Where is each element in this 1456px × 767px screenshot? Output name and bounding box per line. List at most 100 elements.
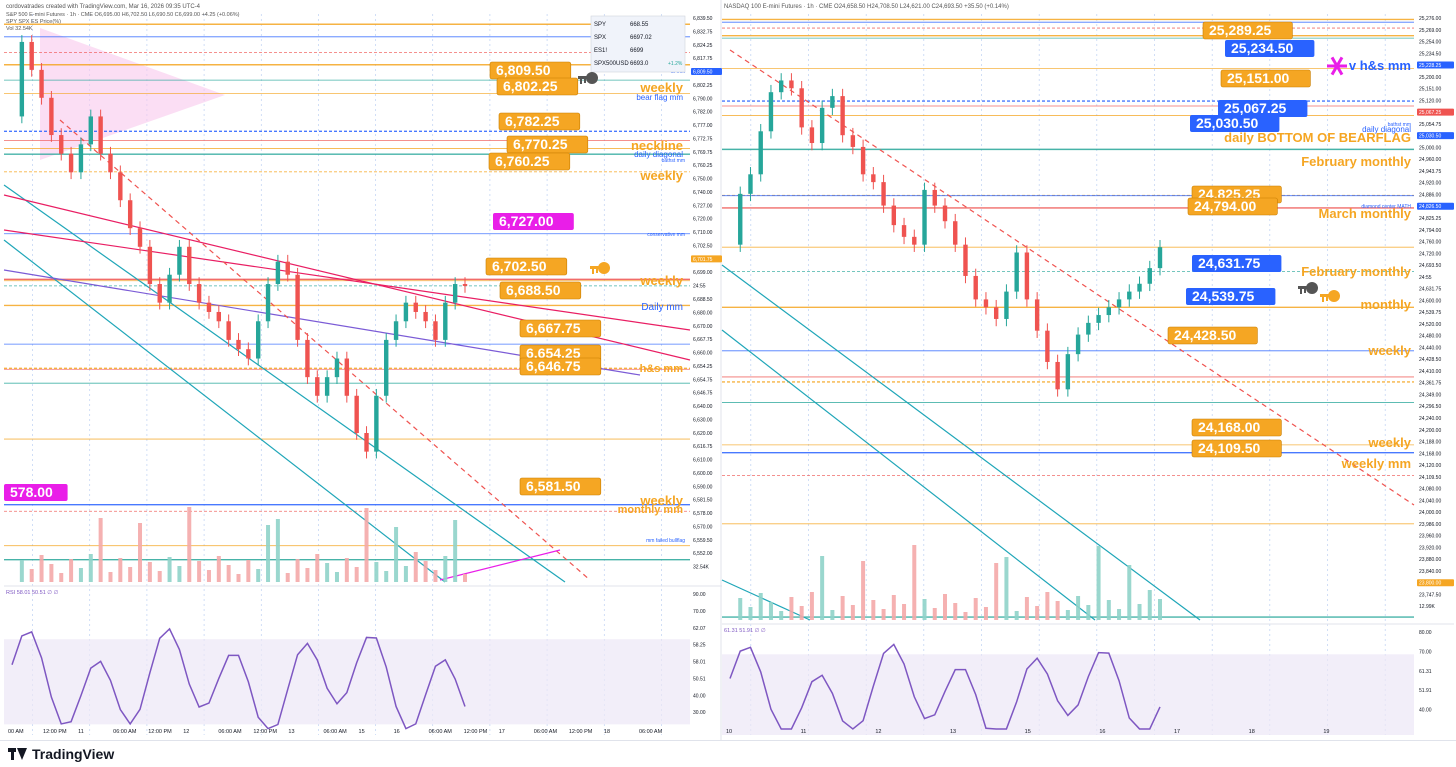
- key-tooth: [1304, 289, 1306, 293]
- price-callout: [485, 257, 568, 276]
- time-axis-label: 06:00 AM: [639, 729, 663, 735]
- volume-bar: [384, 571, 389, 582]
- key-icon: [578, 72, 598, 84]
- axis-tick-label: 6,670.00: [693, 324, 713, 330]
- axis-tick-label: 24,600.00: [1419, 298, 1441, 304]
- axis-tick-label: 6,600.00: [693, 471, 713, 477]
- axis-tick-label: 6,688.50: [693, 297, 713, 303]
- axis-tick-label: 6,782.00: [693, 110, 713, 116]
- volume-bar: [69, 559, 74, 582]
- candle-body: [275, 261, 281, 285]
- watchlist-value: 668.55: [630, 22, 649, 28]
- volume-bar: [1106, 600, 1111, 620]
- axis-tick-label: 6,769.75: [693, 150, 713, 156]
- price-callout: [499, 281, 582, 300]
- axis-tick-label: 24,693.50: [1419, 263, 1441, 269]
- price-callout-text: 24,631.75: [1198, 255, 1260, 271]
- line-label: monthly: [1360, 297, 1411, 312]
- axis-tick-label: 24,480.00: [1419, 334, 1441, 340]
- header-line: S&P 500 E-mini Futures · 1h · CME O6,695…: [6, 12, 240, 18]
- price-callout-text: 6,667.75: [526, 320, 581, 336]
- axis-tick-label: 32.54K: [693, 565, 710, 571]
- axis-tick-label: 25,054.75: [1419, 122, 1441, 128]
- rsi-axis-label: 40.00: [1419, 708, 1432, 714]
- key-icon: [1320, 290, 1340, 302]
- time-axis-label: 10: [726, 729, 732, 735]
- volume-bar: [216, 556, 221, 582]
- volume-bar: [433, 570, 438, 582]
- volume-bar: [325, 563, 330, 582]
- line-label: weekly mm: [1341, 456, 1411, 471]
- axis-tick-label: 25,200.00: [1419, 75, 1441, 81]
- time-axis-label: 12: [183, 729, 189, 735]
- volume-bar: [167, 557, 172, 582]
- tradingview-logo[interactable]: TradingView: [8, 746, 114, 762]
- candle-body: [59, 135, 64, 154]
- rsi-axis-label: 61.31: [1419, 669, 1432, 675]
- brand-label: TradingView: [32, 746, 115, 762]
- volume-bar: [88, 554, 93, 582]
- candle-body: [324, 377, 330, 396]
- candle-body: [177, 246, 182, 275]
- candle-body: [1106, 307, 1112, 316]
- candle-body: [147, 246, 153, 285]
- candle-body: [932, 189, 937, 206]
- candle-body: [354, 395, 359, 434]
- candle-body: [1147, 268, 1152, 284]
- rsi-line: [729, 643, 1161, 730]
- price-callout: [519, 477, 602, 496]
- rsi-axis-label: 51.91: [1419, 688, 1432, 694]
- price-callout: [1186, 288, 1276, 305]
- axis-tick-label: 6,610.00: [693, 458, 713, 464]
- volume-bar: [1055, 601, 1060, 620]
- price-callout: [1225, 40, 1315, 57]
- candle-body: [196, 284, 202, 303]
- price-callout: [496, 77, 579, 96]
- line-label: weekly: [1367, 435, 1411, 450]
- watchlist-symbol: SPX500USD: [594, 61, 629, 67]
- rsi-line: [11, 627, 466, 730]
- price-axis: 25,276.00 25,269.00 25,254.00 25,234.50 25,2…: [1417, 16, 1454, 610]
- candle-body: [374, 395, 379, 452]
- key-tooth: [596, 269, 598, 273]
- key-tooth: [580, 79, 582, 84]
- time-axis-label: 15: [1025, 729, 1031, 735]
- axis-tick-label: 25,276.00: [1419, 16, 1441, 22]
- candle-body: [973, 275, 978, 300]
- candle-body: [1034, 299, 1040, 331]
- axis-tick-label: 6,646.75: [693, 391, 713, 397]
- volume-bar: [932, 608, 937, 620]
- axis-tick-label: 6,578.00: [693, 511, 713, 517]
- candle-body: [748, 174, 753, 194]
- key-shaft: [578, 76, 592, 79]
- volume-bar: [758, 593, 763, 620]
- line-label: conservative mm: [647, 232, 685, 238]
- key-tooth: [592, 269, 594, 274]
- volume-bar: [49, 564, 54, 582]
- axis-tick-label: 25,000.00: [1419, 145, 1441, 151]
- key-tooth: [1322, 297, 1324, 302]
- axis-tick-label: 25,030.50: [1419, 134, 1441, 140]
- volume-bar: [881, 609, 886, 620]
- axis-tick-label: 6,802.25: [693, 83, 713, 89]
- candle-body: [413, 302, 418, 312]
- axis-tick-label: 6,777.00: [693, 123, 713, 129]
- axis-tick-label: 23,840.00: [1419, 569, 1441, 575]
- candle-body: [19, 41, 25, 117]
- axis-tick-label: 24,168.00: [1419, 451, 1441, 457]
- volume-bar: [128, 567, 133, 582]
- trend-line: [439, 549, 561, 581]
- time-axis-label: 12:00 PM: [253, 729, 277, 735]
- rsi-axis-label: 70.00: [693, 609, 706, 615]
- axis-tag: [691, 255, 722, 263]
- watchlist-value: 6693.0: [630, 61, 649, 67]
- header-line: cordovatrades created with TradingView.c…: [6, 4, 201, 10]
- line-label: weekly: [639, 168, 683, 183]
- axis-tick-label: 6,790.00: [693, 96, 713, 102]
- candle-body: [393, 321, 399, 340]
- candle-body: [108, 153, 113, 173]
- axis-tick-label: 24,760.00: [1419, 240, 1441, 246]
- price-callout: [4, 484, 68, 501]
- price-callout-text: 6,802.25: [503, 78, 558, 94]
